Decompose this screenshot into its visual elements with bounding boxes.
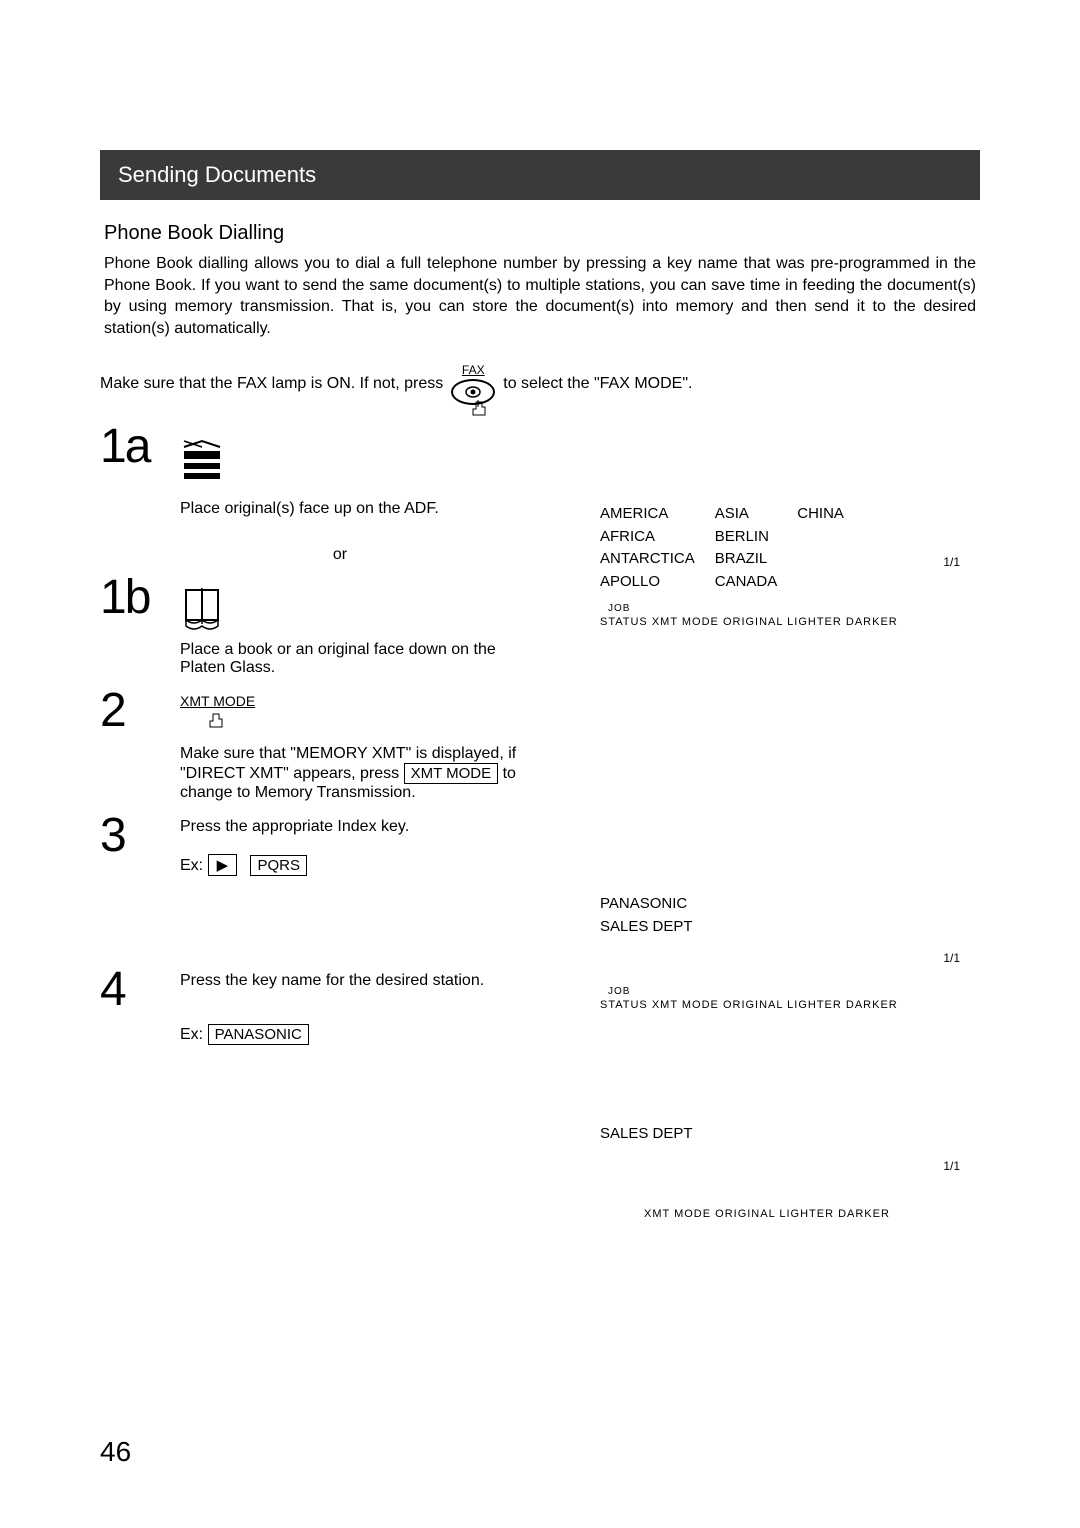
step-2: 2 XMT MODE Make sure that "MEMORY XMT" i… [100, 687, 980, 802]
fax-mode-button-graphic: FAX [451, 363, 495, 405]
step-4-number: 4 [100, 966, 180, 1014]
fax-text-part2: to select the "FAX MODE". [503, 375, 692, 393]
step-1b: 1b Place a book or an original face down… [100, 574, 980, 677]
step-3: 3 Press the appropriate Index key. Ex: ▶… [100, 812, 980, 876]
xmt-mode-label: XMT MODE [180, 693, 255, 709]
step-1a-text: Place original(s) face up on the ADF. [180, 500, 980, 518]
step-3-example: Ex: ▶ PQRS [180, 854, 980, 876]
arrow-key: ▶ [208, 854, 238, 876]
fax-inner-icon [464, 385, 482, 399]
step-1b-number: 1b [100, 574, 180, 622]
or-text: or [180, 546, 500, 564]
press-hand-icon [471, 399, 491, 417]
xmt-mode-button-graphic: XMT MODE [180, 693, 255, 731]
adf-icon [180, 437, 980, 488]
page-number: 46 [100, 1436, 131, 1468]
display-3-footer: XMT MODE ORIGINAL LIGHTER DARKER [644, 1206, 940, 1223]
fax-text-part1: Make sure that the FAX lamp is ON. If no… [100, 375, 443, 393]
section-header: Sending Documents [100, 150, 980, 200]
xmt-mode-inline-key: XMT MODE [404, 763, 499, 784]
lcd-display-3: SALES DEPT 1/1 XMT MODE ORIGINAL LIGHTER… [600, 1123, 940, 1222]
display-2-page: 1/1 [943, 949, 960, 967]
step-4: 4 Press the key name for the desired sta… [100, 966, 980, 1045]
step-2-number: 2 [100, 687, 180, 735]
fax-instruction: Make sure that the FAX lamp is ON. If no… [100, 363, 980, 405]
step-2-text: Make sure that "MEMORY XMT" is displayed… [180, 745, 540, 802]
fax-button-label: FAX [451, 363, 495, 377]
step-3-text: Press the appropriate Index key. [180, 818, 980, 836]
intro-paragraph: Phone Book dialling allows you to dial a… [104, 253, 976, 339]
subtitle: Phone Book Dialling [104, 222, 980, 245]
press-hand-icon [208, 711, 228, 731]
step-4-example: Ex: PANASONIC [180, 1024, 980, 1045]
step-3-number: 3 [100, 812, 180, 860]
platen-icon [180, 584, 980, 637]
step-4-text: Press the key name for the desired stati… [180, 972, 980, 990]
pqrs-key: PQRS [250, 855, 307, 876]
step-1b-text: Place a book or an original face down on… [180, 641, 520, 677]
display-3-page: 1/1 [943, 1157, 960, 1175]
step-1a-number: 1a [100, 423, 180, 471]
panasonic-key: PANASONIC [208, 1024, 309, 1045]
step-1a: 1a Place original(s) face up on the ADF.… [100, 423, 980, 564]
